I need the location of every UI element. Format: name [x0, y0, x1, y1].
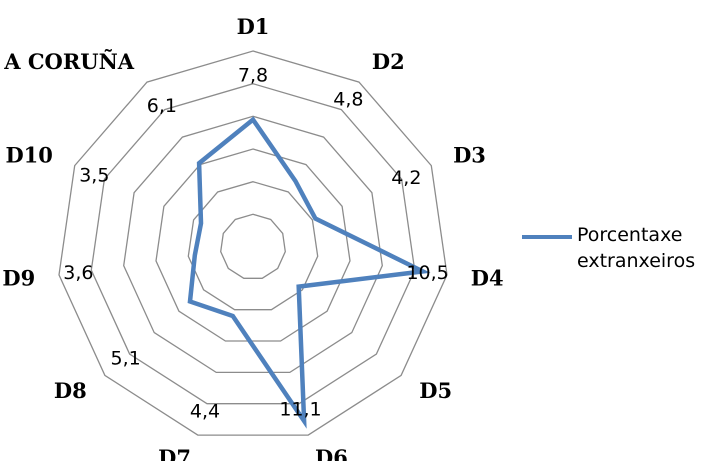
radar-series: [187, 116, 431, 429]
series-line-0: [187, 116, 431, 429]
category-label-D8: D8: [54, 378, 87, 403]
value-label-D10: 3,5: [79, 165, 109, 187]
legend-label-line1: Porcentaxe: [577, 224, 683, 246]
category-label-D10: D10: [5, 143, 52, 168]
value-label-D6: 11,1: [279, 399, 321, 421]
category-label-D9: D9: [2, 265, 35, 290]
value-label-D4: 10,5: [406, 262, 448, 284]
legend-line-swatch: [522, 235, 572, 239]
grid-ring-6: [155, 148, 351, 342]
category-label-D2: D2: [372, 49, 405, 74]
grid-ring-4: [187, 181, 319, 311]
category-label-D5: D5: [419, 378, 452, 403]
grid-ring-8: [123, 115, 383, 374]
category-label-D7: D7: [158, 445, 191, 461]
value-label-D1: 7,8: [238, 65, 268, 87]
category-label-D6: D6: [315, 445, 348, 461]
value-label-D2: 4,8: [333, 89, 363, 111]
grid-ring-2: [220, 213, 286, 279]
legend-label-line2: extranxeiros: [577, 250, 696, 272]
category-labels: D1 D2 D3 D4 D5 D6 D7 D8 D9 D10 A CORUÑA: [2, 14, 503, 461]
value-label-D7: 4,4: [190, 401, 220, 423]
category-label-D3: D3: [453, 143, 486, 168]
value-label-D8: 5,1: [110, 347, 140, 369]
grid-ring-12: [58, 50, 448, 436]
value-label-D9: 3,6: [63, 262, 93, 284]
value-labels: 7,8 4,8 4,2 10,5 11,1 4,4 5,1 3,6 3,5 6,1: [63, 65, 448, 423]
category-label-D1: D1: [237, 14, 270, 39]
value-label-D3: 4,2: [391, 167, 421, 189]
legend: Porcentaxe extranxeiros: [522, 222, 695, 274]
grid-ring-10: [90, 83, 416, 405]
legend-label: Porcentaxe extranxeiros: [577, 222, 695, 274]
category-label-D4: D4: [471, 265, 504, 290]
value-label-A CORUÑA: 6,1: [147, 95, 177, 117]
category-label-A CORUÑA: A CORUÑA: [3, 49, 135, 74]
radar-grid: [58, 50, 448, 436]
